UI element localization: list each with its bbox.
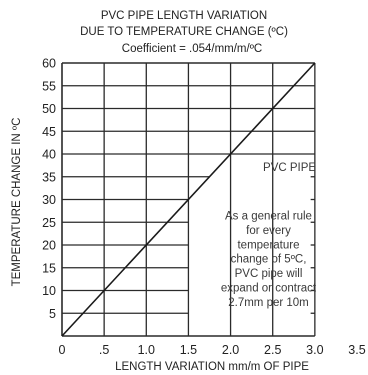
y-tick-label: 10	[42, 284, 56, 298]
y-axis-label: TEMPERATURE CHANGE IN ºC	[11, 118, 23, 287]
note-line: expand or contract	[221, 283, 317, 295]
note-line: 2.7mm per 10m	[228, 297, 309, 309]
x-tick-label: 0	[59, 343, 66, 357]
y-tick-label: 30	[42, 193, 56, 207]
note-line: for every	[246, 225, 291, 237]
y-tick-label: 35	[42, 170, 56, 184]
chart-title-line-2: DUE TO TEMPERATURE CHANGE (ºC)	[80, 26, 288, 38]
note-line: temperature	[237, 239, 299, 251]
series-line	[61, 62, 316, 337]
series	[61, 62, 316, 337]
y-tick-label: 50	[42, 102, 56, 116]
y-tick-label: 60	[42, 57, 56, 71]
series-label: PVC PIPE	[263, 162, 316, 174]
tick-labels: 5 10 15 20 25 30 35 40 45 50 55 60 0 .5 1.0 1.5 2.0 2.5 3.…	[42, 57, 366, 358]
y-tick-label: 5	[49, 307, 56, 321]
x-tick-label: .5	[99, 343, 109, 357]
chart-title: PVC PIPE LENGTH VARIATION DUE TO TEMPERA…	[80, 10, 288, 55]
x-tick-label: 1.5	[180, 343, 197, 357]
x-axis-label: LENGTH VARIATION mm/m OF PIPE	[115, 361, 309, 373]
chart-title-line-3: Coefficient = .054/mm/m/ºC	[122, 43, 262, 55]
y-tick-label: 40	[42, 148, 56, 162]
note-line: PVC pipe will	[235, 268, 303, 280]
note-line: As a general rule	[225, 211, 312, 223]
x-tick-label: 3.0	[306, 343, 323, 357]
x-tick-label: 1.0	[138, 343, 155, 357]
y-tick-label: 25	[42, 216, 56, 230]
y-tick-label: 15	[42, 261, 56, 275]
annotations: PVC PIPE As a general rule for every temper…	[221, 162, 317, 309]
x-tick-label: 2.5	[264, 343, 281, 357]
y-tick-label: 55	[42, 79, 56, 93]
y-tick-label: 45	[42, 125, 56, 139]
x-tick-label: 2.0	[222, 343, 239, 357]
note-line: change of 5ºC,	[231, 254, 307, 266]
y-tick-label: 20	[42, 239, 56, 253]
x-tick-label: 3.5	[348, 343, 365, 357]
chart-title-line-1: PVC PIPE LENGTH VARIATION	[101, 10, 267, 22]
